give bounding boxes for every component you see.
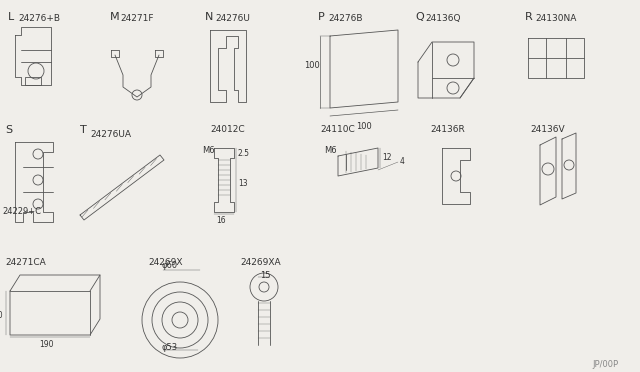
Text: 24269X: 24269X [148,258,182,267]
Bar [25,77,41,85]
Text: 24136R: 24136R [430,125,465,134]
Text: N: N [205,12,213,22]
Text: T: T [80,125,87,135]
Text: 80: 80 [0,311,4,320]
Text: 24136V: 24136V [530,125,564,134]
Text: M: M [110,12,120,22]
Text: 24012C: 24012C [210,125,244,134]
Text: 24110C: 24110C [320,125,355,134]
Text: P: P [318,12,324,22]
Text: 24276+B: 24276+B [18,14,60,23]
Text: 12: 12 [382,154,392,163]
Text: φ53: φ53 [161,343,177,352]
Text: φ60: φ60 [161,261,177,270]
Text: Q: Q [415,12,424,22]
Text: 15: 15 [260,271,271,280]
Text: R: R [525,12,532,22]
Text: 24136Q: 24136Q [425,14,461,23]
Text: 190: 190 [39,340,53,349]
Text: 4: 4 [400,157,405,167]
Text: 13: 13 [238,180,248,189]
Text: 2.5: 2.5 [238,148,250,157]
Text: 100: 100 [356,122,372,131]
Text: 16: 16 [216,216,226,225]
Text: 24276B: 24276B [328,14,362,23]
Text: 24276UA: 24276UA [90,130,131,139]
Text: S: S [5,125,12,135]
Text: M6: M6 [202,146,214,155]
Text: 24276U: 24276U [215,14,250,23]
Text: 24229+C: 24229+C [2,207,41,216]
Text: 24271F: 24271F [120,14,154,23]
Text: L: L [8,12,14,22]
Text: 24271CA: 24271CA [5,258,45,267]
Text: 24269XA: 24269XA [240,258,280,267]
Text: 24130NA: 24130NA [535,14,577,23]
Text: 100: 100 [304,61,320,71]
Text: JP/00P: JP/00P [592,360,618,369]
Text: M6: M6 [324,146,337,155]
